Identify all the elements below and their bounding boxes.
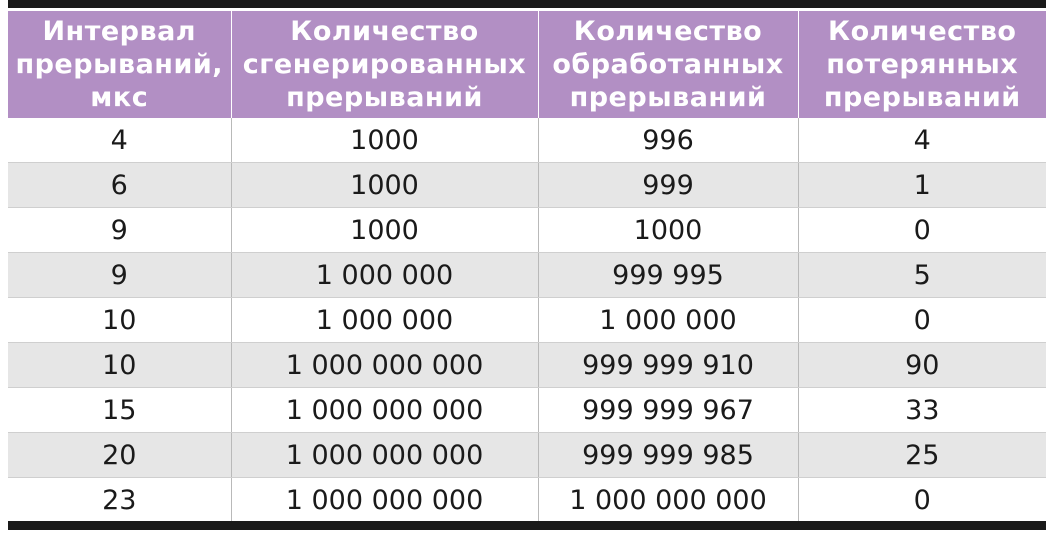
cell-generated: 1 000 000 000: [230, 342, 539, 388]
header-line: прерываний: [823, 82, 1021, 113]
cell-interval: 10: [8, 342, 232, 388]
cell-lost: 25: [797, 432, 1046, 478]
cell-processed: 999 995: [537, 252, 799, 298]
header-line: Количество: [573, 16, 763, 47]
header-interval: Интервал прерываний, мкс: [8, 11, 232, 118]
cell-lost: 0: [797, 207, 1046, 253]
cell-lost: 33: [797, 387, 1046, 433]
cell-interval: 9: [8, 207, 232, 253]
table-row: 9 1000 1000 0: [8, 207, 1046, 253]
header-line: прерываний,: [15, 49, 224, 80]
cell-processed: 996: [537, 118, 799, 163]
header-generated: Количество сгенерированных прерываний: [230, 11, 539, 118]
cell-interval: 4: [8, 118, 232, 163]
header-line: мкс: [90, 82, 149, 113]
cell-processed: 1 000 000: [537, 297, 799, 343]
interrupts-table: Интервал прерываний, мкс Количество сген…: [8, 11, 1046, 523]
table-row: 20 1 000 000 000 999 999 985 25: [8, 432, 1046, 478]
cell-generated: 1000: [230, 118, 539, 163]
table-row: 6 1000 999 1: [8, 162, 1046, 208]
cell-interval: 20: [8, 432, 232, 478]
cell-lost: 0: [797, 297, 1046, 343]
top-rule: [8, 0, 1046, 8]
cell-processed: 999 999 985: [537, 432, 799, 478]
cell-lost: 4: [797, 118, 1046, 163]
cell-generated: 1 000 000: [230, 297, 539, 343]
cell-processed: 999 999 910: [537, 342, 799, 388]
table-row: 15 1 000 000 000 999 999 967 33: [8, 387, 1046, 433]
cell-lost: 5: [797, 252, 1046, 298]
table-row: 4 1000 996 4: [8, 118, 1046, 163]
cell-processed: 1000: [537, 207, 799, 253]
header-line: обработанных: [552, 49, 784, 80]
cell-generated: 1 000 000 000: [230, 432, 539, 478]
table-body: 4 1000 996 4 6 1000 999 1 9 1000 1000 0 …: [8, 118, 1046, 523]
header-line: сгенерированных: [242, 49, 527, 80]
table-header: Интервал прерываний, мкс Количество сген…: [8, 11, 1046, 118]
table-row: 23 1 000 000 000 1 000 000 000 0: [8, 477, 1046, 523]
cell-interval: 15: [8, 387, 232, 433]
header-line: потерянных: [826, 49, 1019, 80]
bottom-rule: [8, 521, 1046, 530]
table-row: 9 1 000 000 999 995 5: [8, 252, 1046, 298]
cell-interval: 9: [8, 252, 232, 298]
header-line: прерываний: [569, 82, 767, 113]
cell-processed: 1 000 000 000: [537, 477, 799, 523]
cell-lost: 0: [797, 477, 1046, 523]
cell-generated: 1000: [230, 162, 539, 208]
cell-processed: 999 999 967: [537, 387, 799, 433]
header-row: Интервал прерываний, мкс Количество сген…: [8, 11, 1046, 118]
cell-generated: 1 000 000: [230, 252, 539, 298]
cell-generated: 1 000 000 000: [230, 387, 539, 433]
header-line: прерываний: [286, 82, 483, 113]
header-line: Количество: [290, 16, 479, 47]
table-container: Интервал прерываний, мкс Количество сген…: [8, 0, 1046, 530]
table-row: 10 1 000 000 1 000 000 0: [8, 297, 1046, 343]
cell-processed: 999: [537, 162, 799, 208]
header-line: Интервал: [42, 16, 197, 47]
header-lost: Количество потерянных прерываний: [797, 11, 1046, 118]
cell-interval: 23: [8, 477, 232, 523]
header-line: Количество: [828, 16, 1017, 47]
top-gap: [8, 8, 1046, 11]
cell-interval: 6: [8, 162, 232, 208]
cell-lost: 90: [797, 342, 1046, 388]
header-processed: Количество обработанных прерываний: [537, 11, 799, 118]
table-row: 10 1 000 000 000 999 999 910 90: [8, 342, 1046, 388]
cell-generated: 1000: [230, 207, 539, 253]
cell-interval: 10: [8, 297, 232, 343]
cell-lost: 1: [797, 162, 1046, 208]
cell-generated: 1 000 000 000: [230, 477, 539, 523]
